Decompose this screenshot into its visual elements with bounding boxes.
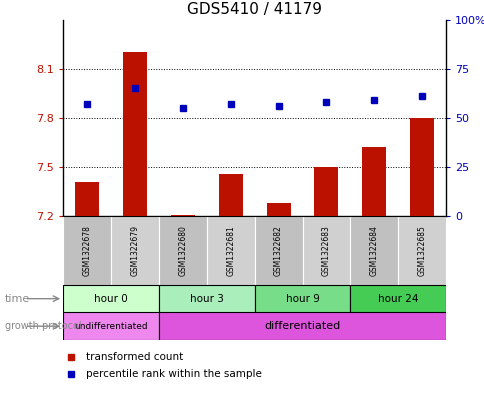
Bar bbox=[349, 285, 445, 312]
Bar bbox=[122, 52, 147, 216]
Text: GSM1322682: GSM1322682 bbox=[273, 225, 283, 276]
Text: transformed count: transformed count bbox=[86, 352, 183, 362]
Bar bbox=[63, 216, 111, 285]
Bar bbox=[254, 216, 302, 285]
Text: GSM1322681: GSM1322681 bbox=[226, 225, 235, 276]
Bar bbox=[397, 216, 445, 285]
Bar bbox=[218, 174, 242, 216]
Text: undifferentiated: undifferentiated bbox=[74, 322, 148, 331]
Bar bbox=[314, 167, 338, 216]
Bar bbox=[63, 285, 158, 312]
Text: GSM1322684: GSM1322684 bbox=[369, 225, 378, 276]
Bar bbox=[362, 147, 386, 216]
Bar bbox=[302, 216, 349, 285]
Text: hour 24: hour 24 bbox=[377, 294, 418, 304]
Text: hour 9: hour 9 bbox=[285, 294, 319, 304]
Text: GSM1322685: GSM1322685 bbox=[417, 225, 426, 276]
Bar bbox=[158, 285, 254, 312]
Text: GSM1322683: GSM1322683 bbox=[321, 225, 330, 276]
Bar bbox=[63, 312, 158, 340]
Bar bbox=[111, 216, 158, 285]
Text: GSM1322679: GSM1322679 bbox=[130, 225, 139, 276]
Text: hour 3: hour 3 bbox=[189, 294, 223, 304]
Bar bbox=[206, 216, 254, 285]
Text: percentile rank within the sample: percentile rank within the sample bbox=[86, 369, 261, 379]
Bar bbox=[349, 216, 397, 285]
Text: differentiated: differentiated bbox=[264, 321, 340, 331]
Text: hour 0: hour 0 bbox=[94, 294, 128, 304]
Bar bbox=[75, 182, 99, 216]
Text: time: time bbox=[5, 294, 30, 304]
Bar bbox=[254, 285, 349, 312]
Bar bbox=[158, 312, 445, 340]
Bar bbox=[170, 215, 195, 216]
Bar bbox=[409, 118, 433, 216]
Bar bbox=[158, 216, 206, 285]
Text: growth protocol: growth protocol bbox=[5, 321, 81, 331]
Text: GSM1322680: GSM1322680 bbox=[178, 225, 187, 276]
Bar bbox=[266, 203, 290, 216]
Text: GSM1322678: GSM1322678 bbox=[82, 225, 91, 276]
Title: GDS5410 / 41179: GDS5410 / 41179 bbox=[187, 2, 321, 17]
